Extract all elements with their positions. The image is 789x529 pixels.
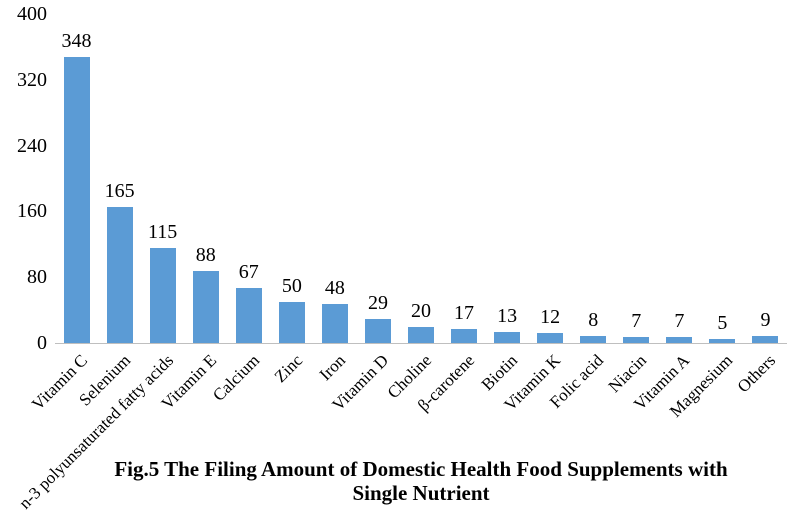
bar-value-label: 7	[631, 310, 642, 333]
bar-value-label: 115	[148, 221, 178, 244]
y-axis-tick-label: 400	[17, 3, 47, 25]
bar	[451, 329, 478, 343]
bar	[106, 207, 133, 343]
bar	[63, 56, 90, 343]
bar-value-label: 12	[540, 306, 561, 329]
bar-value-label: 50	[281, 274, 302, 297]
bar	[537, 333, 564, 343]
bar	[709, 338, 736, 343]
x-axis-line	[55, 343, 787, 344]
bar	[192, 270, 219, 343]
bar	[494, 332, 521, 343]
y-axis-tick-label: 80	[27, 266, 47, 289]
bar-value-label: 29	[367, 292, 388, 315]
y-axis-tick-label: 320	[17, 68, 47, 91]
bar-value-label: 17	[454, 302, 475, 325]
bar-value-label: 88	[195, 243, 216, 266]
bar	[235, 287, 262, 343]
bar	[666, 337, 693, 343]
bar-value-label: 8	[588, 309, 599, 332]
chart-title-line1: Fig.5 The Filing Amount of Domestic Heal…	[114, 457, 728, 481]
bar	[408, 326, 434, 343]
bar-value-label: 7	[674, 310, 685, 333]
bar-value-label: 13	[497, 305, 518, 328]
bar	[364, 319, 391, 343]
y-axis-tick-label: 160	[17, 200, 47, 223]
bar-value-label: 348	[61, 29, 92, 52]
bar-value-label: 5	[717, 311, 728, 334]
chart-title-line2: Single Nutrient	[352, 481, 490, 505]
bar-value-label: 67	[238, 260, 259, 283]
bar	[278, 301, 305, 343]
bar	[321, 303, 348, 343]
bar	[623, 337, 650, 343]
y-axis-tick-label: 0	[37, 332, 47, 354]
bar-value-label: 48	[324, 276, 345, 299]
bar	[752, 335, 779, 343]
chart-title: Fig.5 The Filing Amount of Domestic Heal…	[55, 457, 787, 505]
bar	[580, 336, 607, 343]
y-axis-tick-label: 240	[17, 134, 47, 157]
bar-value-label: 165	[104, 180, 135, 203]
bar-value-label: 20	[411, 299, 431, 322]
bar	[149, 248, 176, 343]
bar-value-label: 9	[760, 308, 771, 331]
